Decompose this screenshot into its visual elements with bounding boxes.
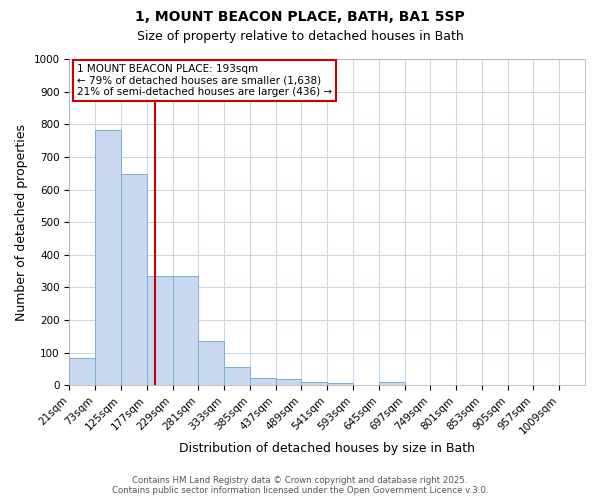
Bar xyxy=(327,383,353,386)
Bar xyxy=(224,367,250,386)
Bar xyxy=(379,382,404,386)
Bar xyxy=(70,358,95,386)
Bar xyxy=(121,174,147,386)
Bar xyxy=(173,276,199,386)
Text: 1 MOUNT BEACON PLACE: 193sqm
← 79% of detached houses are smaller (1,638)
21% of: 1 MOUNT BEACON PLACE: 193sqm ← 79% of de… xyxy=(77,64,332,97)
Bar xyxy=(95,130,121,386)
Bar xyxy=(199,342,224,386)
Bar xyxy=(250,378,275,386)
X-axis label: Distribution of detached houses by size in Bath: Distribution of detached houses by size … xyxy=(179,442,475,455)
Text: Size of property relative to detached houses in Bath: Size of property relative to detached ho… xyxy=(137,30,463,43)
Bar xyxy=(301,382,327,386)
Text: Contains HM Land Registry data © Crown copyright and database right 2025.
Contai: Contains HM Land Registry data © Crown c… xyxy=(112,476,488,495)
Text: 1, MOUNT BEACON PLACE, BATH, BA1 5SP: 1, MOUNT BEACON PLACE, BATH, BA1 5SP xyxy=(135,10,465,24)
Bar xyxy=(147,276,173,386)
Y-axis label: Number of detached properties: Number of detached properties xyxy=(15,124,28,320)
Bar xyxy=(275,380,301,386)
